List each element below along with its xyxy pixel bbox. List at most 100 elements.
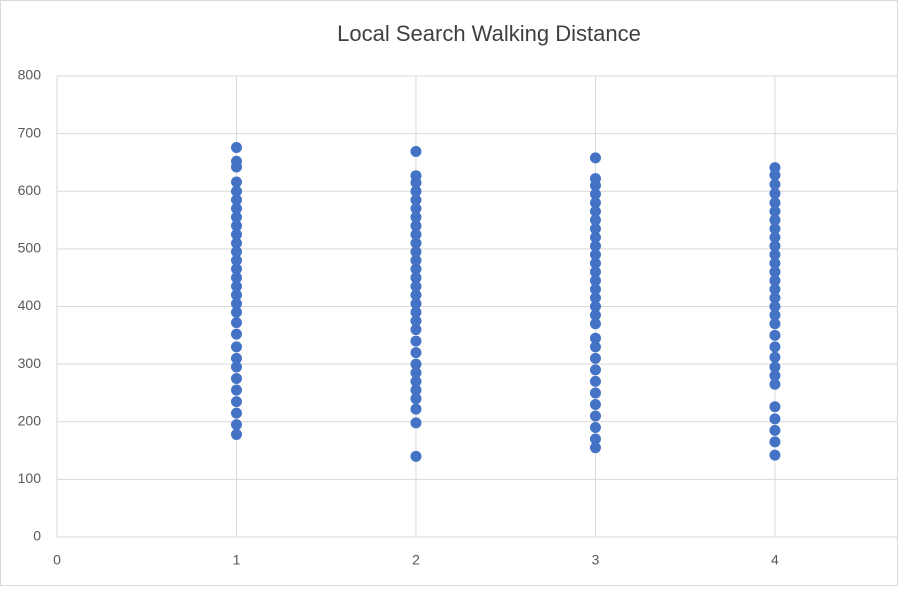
point xyxy=(589,223,601,235)
point xyxy=(410,203,422,215)
point xyxy=(589,240,601,252)
point xyxy=(230,176,242,188)
point xyxy=(769,169,781,181)
point xyxy=(769,309,781,321)
point xyxy=(769,424,781,436)
point xyxy=(589,266,601,278)
point xyxy=(589,231,601,243)
point xyxy=(589,205,601,217)
point xyxy=(589,352,601,364)
point xyxy=(589,442,601,454)
point xyxy=(230,228,242,240)
point xyxy=(410,347,422,359)
y-tick-label: 200 xyxy=(18,412,42,428)
point xyxy=(769,413,781,425)
point xyxy=(230,352,242,364)
y-tick-label: 800 xyxy=(18,67,42,83)
point xyxy=(410,384,422,396)
point xyxy=(589,275,601,287)
y-tick-label: 600 xyxy=(18,182,42,198)
point xyxy=(769,351,781,363)
point xyxy=(410,145,422,157)
point xyxy=(410,298,422,310)
point xyxy=(230,306,242,318)
point xyxy=(230,237,242,249)
point xyxy=(410,335,422,347)
point xyxy=(769,301,781,312)
point xyxy=(230,298,242,310)
point xyxy=(769,197,781,209)
point xyxy=(230,272,242,284)
point xyxy=(589,375,601,387)
point xyxy=(230,263,242,275)
point xyxy=(589,332,601,344)
point xyxy=(769,361,781,373)
point xyxy=(769,449,781,461)
point xyxy=(589,214,601,226)
point xyxy=(230,194,242,206)
point xyxy=(410,375,422,387)
x-tick-label: 4 xyxy=(771,552,779,568)
point xyxy=(410,315,422,327)
point xyxy=(230,185,242,197)
point xyxy=(589,318,601,330)
point xyxy=(769,275,781,287)
point xyxy=(769,378,781,390)
point xyxy=(410,177,422,189)
x-tick-label: 1 xyxy=(233,552,241,568)
point xyxy=(230,280,242,292)
point xyxy=(769,205,781,217)
point xyxy=(589,341,601,353)
point xyxy=(410,280,422,292)
point xyxy=(769,257,781,269)
y-tick-label: 400 xyxy=(18,297,42,313)
point xyxy=(589,410,601,422)
point xyxy=(769,231,781,243)
point xyxy=(589,152,601,164)
y-tick-label: 300 xyxy=(18,355,42,371)
point xyxy=(769,214,781,226)
point xyxy=(589,387,601,399)
point xyxy=(410,324,422,336)
point xyxy=(230,407,242,419)
x-tick-label: 0 xyxy=(53,552,61,568)
point xyxy=(230,373,242,385)
point xyxy=(769,370,781,382)
point xyxy=(230,246,242,258)
y-tick-label: 0 xyxy=(33,528,41,544)
point xyxy=(230,211,242,223)
point xyxy=(410,403,422,415)
point xyxy=(410,237,422,249)
y-tick-label: 100 xyxy=(18,470,42,486)
point xyxy=(410,185,422,197)
point xyxy=(410,417,422,429)
point xyxy=(230,419,242,431)
point xyxy=(410,254,422,266)
point xyxy=(230,341,242,353)
point xyxy=(410,211,422,223)
point xyxy=(410,393,422,405)
point xyxy=(769,223,781,235)
point xyxy=(230,328,242,340)
point xyxy=(230,161,242,173)
point xyxy=(410,450,422,462)
point xyxy=(589,283,601,295)
point xyxy=(589,197,601,209)
point xyxy=(230,254,242,266)
point xyxy=(589,309,601,321)
point xyxy=(589,188,601,200)
point xyxy=(410,367,422,379)
point xyxy=(589,257,601,269)
y-tick-label: 500 xyxy=(18,240,42,256)
point xyxy=(769,266,781,278)
point xyxy=(410,272,422,284)
point xyxy=(769,436,781,448)
point xyxy=(589,398,601,410)
point xyxy=(589,301,601,312)
point xyxy=(769,240,781,252)
point xyxy=(230,317,242,329)
point xyxy=(769,249,781,261)
point xyxy=(410,306,422,318)
point xyxy=(589,433,601,445)
